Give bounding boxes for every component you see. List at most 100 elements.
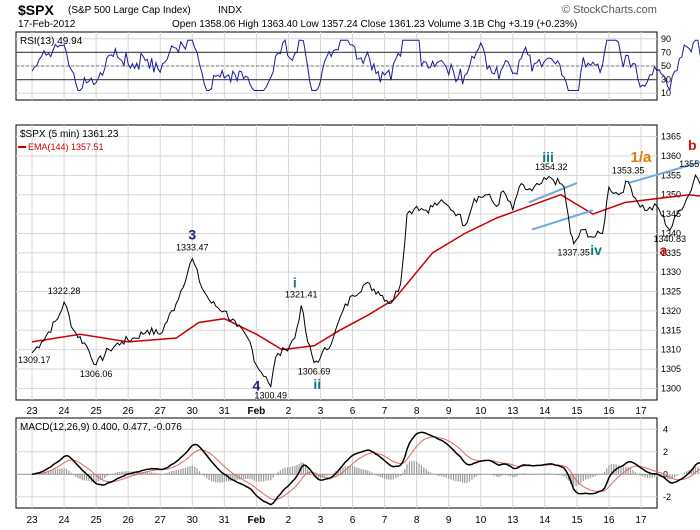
wave-label: 1/a <box>631 149 653 166</box>
price-x-tick-label: 9 <box>446 406 452 417</box>
price-annotation: 1333.47 <box>176 243 209 253</box>
wave-label: i <box>293 275 297 291</box>
price-annotation: 1321.41 <box>285 289 318 299</box>
macd-x-tick-label: 10 <box>475 515 487 526</box>
macd-signal-line <box>31 436 700 501</box>
ema-series-label: EMA(144) 1357.51 <box>28 142 104 152</box>
price-x-tick-label: 23 <box>26 406 38 417</box>
price-x-tick-label: 16 <box>603 406 615 417</box>
price-annotation: 1322.28 <box>48 286 81 296</box>
price-annotation: 1300.49 <box>255 390 288 400</box>
price-x-tick-label: 25 <box>91 406 103 417</box>
price-y-tick-label: 1330 <box>661 267 681 277</box>
price-x-tick-label: 3 <box>318 406 324 417</box>
rsi-y-tick-label: 70 <box>661 47 671 57</box>
price-x-tick-label: 8 <box>414 406 420 417</box>
rsi-title: RSI(13) 49.94 <box>20 36 83 47</box>
price-x-tick-label: 31 <box>219 406 231 417</box>
macd-x-tick-label: 3 <box>318 515 324 526</box>
wave-label: iv <box>590 242 602 258</box>
macd-x-tick-label: 14 <box>539 515 551 526</box>
price-y-tick-label: 1355 <box>661 170 681 180</box>
macd-y-tick-label: 4 <box>663 424 668 434</box>
price-y-tick-label: 1340 <box>661 228 681 238</box>
price-annotation: 1355.07 <box>679 159 700 169</box>
rsi-line <box>31 39 700 91</box>
price-x-tick-label: 27 <box>155 406 167 417</box>
price-y-tick-label: 1305 <box>661 364 681 374</box>
price-y-tick-label: 1300 <box>661 383 681 393</box>
wave-label: 3 <box>188 226 196 242</box>
macd-line <box>31 431 700 506</box>
price-annotation: 1306.69 <box>298 366 331 376</box>
price-x-tick-label: 17 <box>635 406 647 417</box>
ohlc-summary: Open 1358.06 High 1363.40 Low 1357.24 Cl… <box>172 19 578 30</box>
watermark: © StockCharts.com <box>562 4 657 16</box>
price-x-tick-label: 10 <box>475 406 487 417</box>
price-annotation: 1337.35 <box>557 248 590 258</box>
price-annotation: 1354.32 <box>535 162 568 172</box>
macd-x-tick-label: 23 <box>26 515 38 526</box>
price-x-tick-label: 13 <box>507 406 519 417</box>
price-x-tick-label: 14 <box>539 406 551 417</box>
price-x-tick-label: 15 <box>571 406 583 417</box>
macd-x-tick-label: 9 <box>446 515 452 526</box>
macd-x-tick-label: 8 <box>414 515 420 526</box>
price-x-tick-label: 24 <box>59 406 71 417</box>
macd-x-tick-label: 30 <box>187 515 199 526</box>
macd-x-tick-label: Feb <box>247 515 265 526</box>
price-annotation: 1340.83 <box>654 234 687 244</box>
price-y-tick-label: 1335 <box>661 248 681 258</box>
exchange-label: INDX <box>218 5 242 16</box>
macd-x-tick-label: 31 <box>219 515 231 526</box>
index-name: (S&P 500 Large Cap Index) <box>68 5 191 16</box>
price-x-tick-label: 2 <box>286 406 292 417</box>
price-annotation: 1309.17 <box>18 355 51 365</box>
price-annotation: 1306.06 <box>80 369 113 379</box>
trend-channel-line <box>627 161 700 185</box>
price-line <box>31 173 700 388</box>
wave-label: b <box>688 137 697 153</box>
macd-x-tick-label: 17 <box>635 515 647 526</box>
trend-channel-line <box>531 209 594 231</box>
price-annotation: 1353.35 <box>612 166 645 176</box>
wave-label: ii <box>313 376 321 392</box>
rsi-y-tick-label: 50 <box>661 61 671 71</box>
macd-x-tick-label: 25 <box>91 515 103 526</box>
macd-x-tick-label: 27 <box>155 515 167 526</box>
price-x-tick-label: 26 <box>123 406 135 417</box>
chart-date: 17-Feb-2012 <box>18 19 76 30</box>
macd-x-tick-label: 7 <box>382 515 388 526</box>
macd-panel-frame <box>15 417 658 509</box>
macd-y-tick-label: -2 <box>663 492 671 502</box>
ema-line <box>31 193 700 351</box>
price-y-tick-label: 1320 <box>661 306 681 316</box>
macd-title: MACD(12,26,9) 0.400, 0.477, -0.076 <box>20 422 182 433</box>
price-x-tick-label: 6 <box>350 406 356 417</box>
price-y-tick-label: 1350 <box>661 190 681 200</box>
price-series-label: $SPX (5 min) 1361.23 <box>20 129 119 140</box>
rsi-y-tick-label: 10 <box>661 88 671 98</box>
wave-label: 4 <box>252 377 260 393</box>
macd-x-tick-label: 6 <box>350 515 356 526</box>
macd-x-tick-label: 24 <box>59 515 71 526</box>
trend-channel-line <box>528 182 578 204</box>
macd-x-tick-label: 16 <box>603 515 615 526</box>
price-y-tick-label: 1365 <box>661 132 681 142</box>
macd-x-tick-label: 13 <box>507 515 519 526</box>
macd-x-tick-label: 15 <box>571 515 583 526</box>
price-y-tick-label: 1315 <box>661 325 681 335</box>
wave-label: a <box>660 242 668 258</box>
price-x-tick-label: 30 <box>187 406 199 417</box>
price-panel-frame <box>15 124 658 401</box>
macd-x-tick-label: 26 <box>123 515 135 526</box>
price-y-tick-label: 1360 <box>661 151 681 161</box>
price-x-tick-label: 7 <box>382 406 388 417</box>
price-y-tick-label: 1325 <box>661 287 681 297</box>
wave-label: iii <box>542 149 554 165</box>
macd-y-tick-label: 2 <box>663 447 668 457</box>
price-y-tick-label: 1310 <box>661 345 681 355</box>
macd-x-tick-label: 2 <box>286 515 292 526</box>
rsi-y-tick-label: 90 <box>661 34 671 44</box>
